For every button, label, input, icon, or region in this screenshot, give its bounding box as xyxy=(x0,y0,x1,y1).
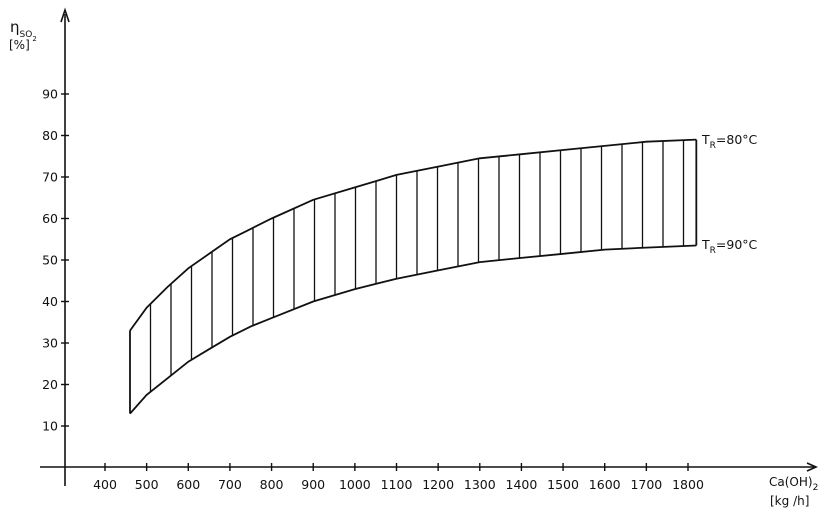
x-tick-label: 800 xyxy=(260,477,284,492)
x-tick-label: 700 xyxy=(218,477,242,492)
y-tick-label: 30 xyxy=(42,336,58,351)
series-label-tr-80c: TR=80°C xyxy=(701,132,758,151)
x-axis-unit: [kg /h] xyxy=(770,494,809,508)
series-line-tr-90c xyxy=(129,244,697,415)
x-tick-label: 1100 xyxy=(381,477,413,492)
y-tick-label: 40 xyxy=(42,294,58,309)
x-tick-label: 1300 xyxy=(464,477,496,492)
x-tick-label: 600 xyxy=(176,477,200,492)
y-axis-arrow xyxy=(60,7,70,23)
y-tick-label: 60 xyxy=(42,211,58,226)
x-tick-label: 1500 xyxy=(547,477,579,492)
x-tick-label: 900 xyxy=(301,477,325,492)
x-tick-label: 1700 xyxy=(630,477,662,492)
y-tick-label: 80 xyxy=(42,128,58,143)
series-label-tr-90c: TR=90°C xyxy=(701,237,758,256)
y-axis-ticks: 10 20 30 40 50 60 70 80 90 xyxy=(42,87,69,434)
y-tick-label: 10 xyxy=(42,419,58,434)
y-axis-unit: [%] xyxy=(9,38,30,52)
x-tick-label: 1800 xyxy=(672,477,704,492)
x-tick-label: 1600 xyxy=(589,477,621,492)
y-tick-label: 50 xyxy=(42,253,58,268)
x-tick-label: 1000 xyxy=(339,477,371,492)
x-axis-title: Ca(OH)2 xyxy=(769,475,818,493)
series-line-tr-80c xyxy=(129,138,697,332)
y-axis-title: ηSO2 xyxy=(10,18,37,43)
band-hatching xyxy=(149,140,685,392)
y-tick-label: 70 xyxy=(42,170,58,185)
x-tick-label: 1200 xyxy=(422,477,454,492)
y-tick-label: 20 xyxy=(42,377,58,392)
y-tick-label: 90 xyxy=(42,87,58,102)
x-axis-ticks: 400 500 600 700 800 900 1000 1100 1200 1300 1400 15… xyxy=(93,463,704,492)
x-tick-label: 1400 xyxy=(506,477,538,492)
x-tick-label: 400 xyxy=(93,477,117,492)
x-tick-label: 500 xyxy=(135,477,159,492)
x-axis-arrow xyxy=(806,462,818,472)
